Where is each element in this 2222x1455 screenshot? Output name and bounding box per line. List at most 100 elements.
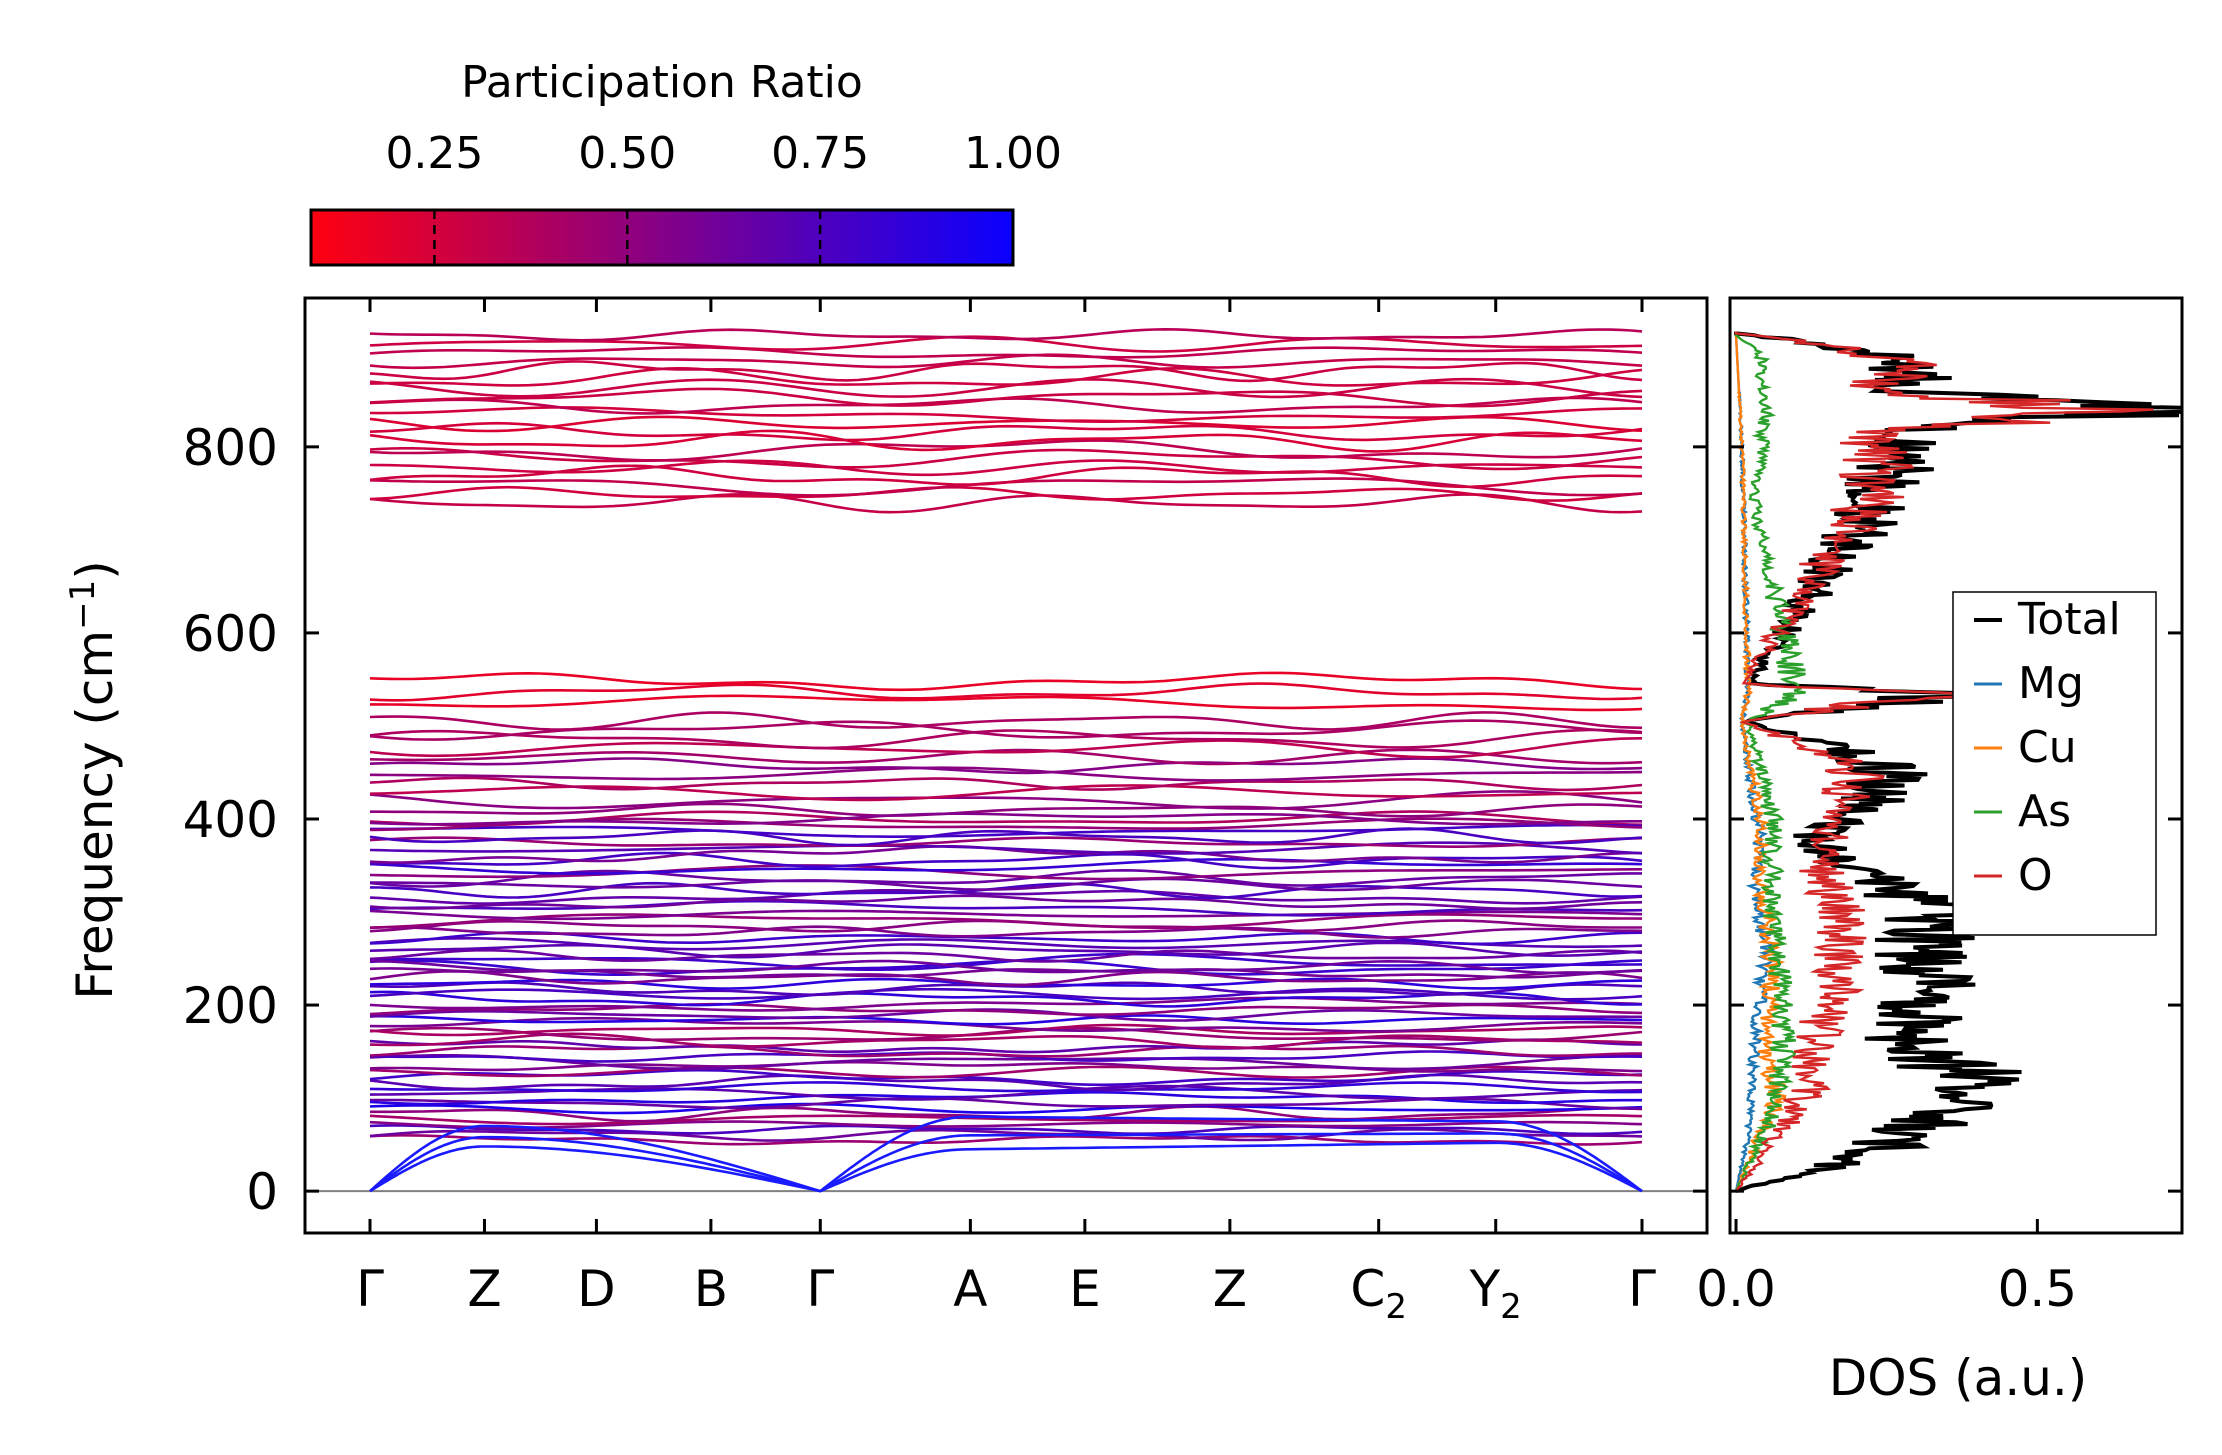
legend-box — [1952, 591, 2157, 936]
y-tick-label: 400 — [183, 791, 278, 849]
optical-band — [370, 694, 1643, 712]
optical-band — [369, 447, 1643, 471]
legend-label: Total — [2017, 594, 2121, 645]
kpath-label: B — [694, 1260, 728, 1318]
band-structure-panel: 0 200 400 600 800 Γ Z D B Γ A E Z C2 Y2 Γ Frequency (c… — [63, 296, 1709, 1327]
optical-band — [370, 877, 1643, 892]
optical-band — [369, 439, 1643, 462]
optical-band — [369, 1084, 1643, 1101]
y-axis-label: Frequency (cm−1) — [63, 560, 124, 1000]
optical-band — [369, 841, 1643, 855]
optical-band — [369, 1133, 1643, 1146]
optical-band — [369, 728, 1643, 750]
optical-band — [369, 366, 1643, 387]
optical-band — [369, 1044, 1643, 1058]
band-plot-frame — [303, 296, 1709, 1235]
optical-band — [369, 421, 1643, 442]
y-tick-label: 200 — [183, 977, 278, 1035]
legend-label: O — [2018, 850, 2053, 901]
optical-band — [369, 836, 1643, 848]
optical-band — [369, 1002, 1643, 1017]
optical-band — [369, 1102, 1643, 1115]
optical-band — [369, 415, 1643, 433]
dos-x-axis-label: DOS (a.u.) — [1829, 1349, 2088, 1407]
optical-band — [369, 1060, 1643, 1073]
y-tick-label: 600 — [183, 605, 278, 663]
optical-band — [369, 485, 1643, 502]
legend-label: Cu — [2018, 722, 2077, 773]
colorbar-tick-marks — [433, 210, 822, 265]
optical-band — [369, 766, 1643, 782]
optical-band — [369, 899, 1643, 917]
kpath-label: Y2 — [1469, 1260, 1522, 1327]
dos-curves — [1734, 331, 2182, 1194]
dos-plot-frame — [1728, 296, 2184, 1235]
optical-band — [369, 894, 1643, 911]
colorbar-tick-label: 0.25 — [385, 128, 483, 179]
colorbar-title: Participation Ratio — [461, 57, 863, 108]
kpath-label: C2 — [1350, 1260, 1407, 1327]
colorbar-tick-labels: 0.25 0.50 0.75 1.00 — [385, 128, 1062, 179]
optical-band — [369, 377, 1643, 399]
optical-band — [369, 970, 1643, 987]
optical-band — [369, 1054, 1643, 1071]
dos-series-total — [1734, 331, 2182, 1194]
optical-band — [369, 1032, 1643, 1050]
optical-band — [369, 996, 1643, 1012]
legend-label: As — [2018, 786, 2071, 837]
optical-band — [369, 1113, 1643, 1126]
optical-band — [369, 1120, 1643, 1129]
acoustic-band — [369, 1141, 1643, 1193]
optical-band — [369, 360, 1643, 383]
legend-label: Mg — [2018, 658, 2084, 709]
optical-band — [369, 346, 1643, 359]
band-kpath-axis: Γ Z D B Γ A E Z C2 Y2 Γ — [356, 298, 1656, 1327]
optical-band — [369, 909, 1643, 921]
kpath-label: Γ — [806, 1260, 834, 1318]
y-axis-label-text: Frequency (cm — [66, 630, 124, 1000]
optical-band — [369, 864, 1642, 881]
dos-axes: 0.0 0.5 — [1696, 445, 2182, 1318]
optical-band — [369, 925, 1643, 939]
colorbar-tick-label: 1.00 — [964, 128, 1062, 179]
optical-band — [369, 881, 1643, 900]
colorbar-gradient — [309, 208, 1015, 267]
optical-band — [369, 959, 1643, 975]
kpath-label: Z — [1213, 1260, 1247, 1318]
optical-band — [369, 1008, 1642, 1022]
optical-band — [369, 671, 1643, 692]
optical-band — [369, 858, 1643, 875]
optical-band — [369, 464, 1643, 489]
kpath-label: Γ — [356, 1260, 384, 1318]
dos-x-tick-label: 0.5 — [1998, 1260, 2078, 1318]
colorbar-tick-label: 0.75 — [771, 128, 869, 179]
optical-band — [370, 802, 1643, 818]
optical-band — [369, 353, 1643, 370]
dos-x-tick-label: 0.0 — [1696, 1260, 1776, 1318]
optical-band — [369, 406, 1643, 423]
y-tick-label: 0 — [246, 1163, 278, 1221]
optical-band — [369, 913, 1643, 930]
optical-band — [369, 868, 1642, 888]
optical-band — [369, 737, 1643, 759]
dos-series-o — [1734, 331, 2154, 1192]
optical-band — [369, 429, 1643, 453]
optical-band — [369, 757, 1643, 775]
optical-band — [369, 492, 1643, 514]
colorbar-tick-label: 0.50 — [578, 128, 676, 179]
optical-band — [369, 711, 1643, 731]
dos-panel: 0.0 0.5 DOS (a.u.) Total Mg Cu As O — [1696, 296, 2184, 1407]
optical-band — [369, 790, 1643, 810]
optical-band — [369, 889, 1643, 905]
optical-band — [369, 1124, 1643, 1136]
acoustic-band — [369, 1132, 1643, 1193]
dos-series-as — [1734, 331, 1806, 1192]
y-axis-label-close: ) — [66, 560, 124, 580]
optical-band — [369, 987, 1643, 1001]
kpath-label: Z — [467, 1260, 501, 1318]
kpath-label: D — [577, 1260, 616, 1318]
dos-legend: Total Mg Cu As O — [1952, 591, 2157, 936]
optical-band — [369, 1014, 1643, 1026]
optical-band — [369, 387, 1643, 408]
